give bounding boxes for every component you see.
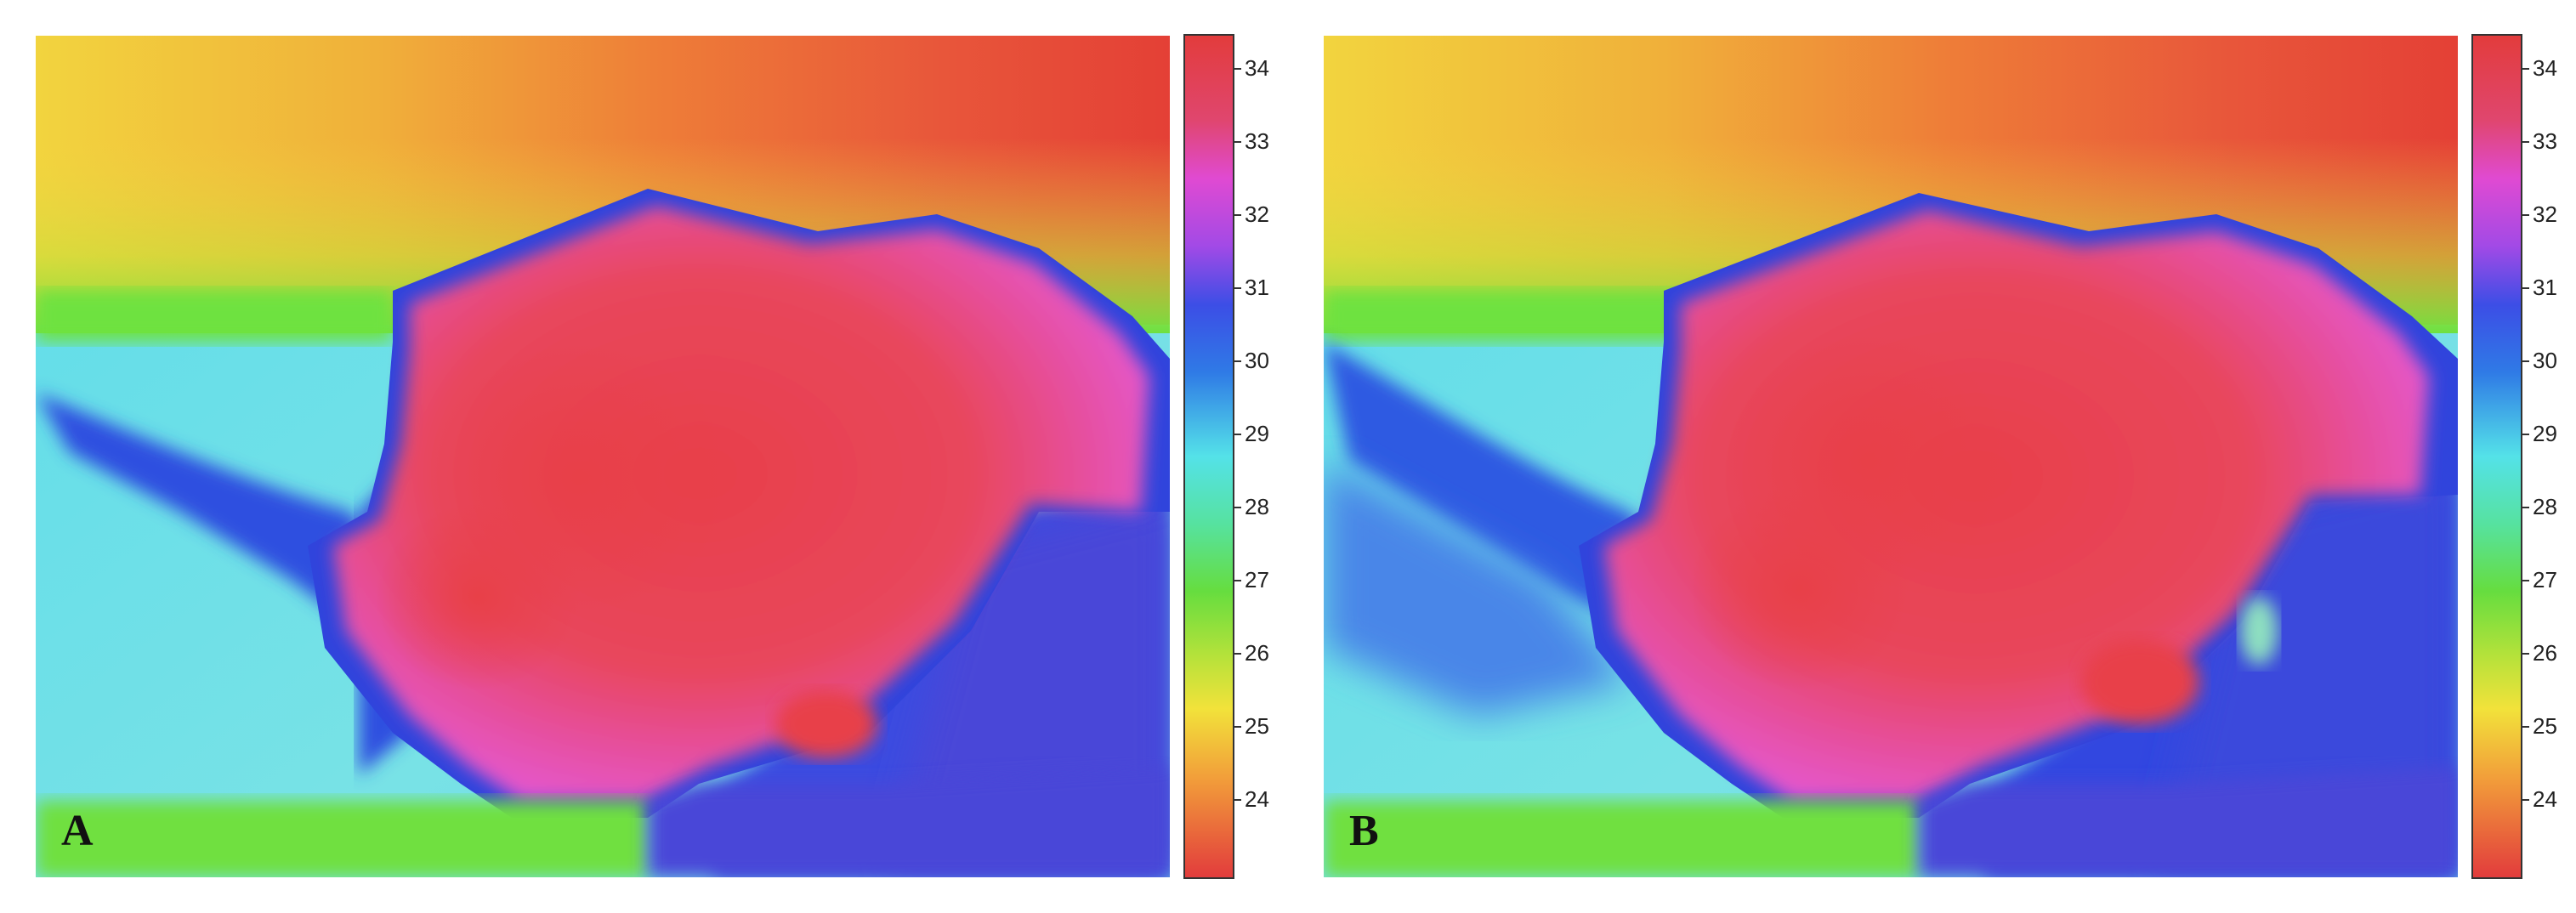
colorbar-ticks-a: 34 33 32 31 30 29 28 27 26 25 24	[1234, 34, 1285, 879]
colorbar-a	[1183, 34, 1234, 879]
thermal-image-b	[1324, 36, 2458, 877]
thermal-scene-b	[1324, 36, 2458, 877]
colorbar-ticks-b: 34 33 32 31 30 29 28 27 26 25 24	[2522, 34, 2573, 879]
panel-a: A 34 33 32 31 30 29 28 27 26 25 24	[36, 34, 1285, 879]
panel-label-b: B	[1349, 807, 1379, 855]
panel-label-a: A	[61, 807, 94, 855]
colorbar-b	[2471, 34, 2522, 879]
thermal-scene-a	[36, 36, 1170, 877]
panel-b: B 34 33 32 31 30 29 28 27 26 25 24	[1288, 0, 2576, 913]
thermal-image-a	[36, 36, 1170, 877]
